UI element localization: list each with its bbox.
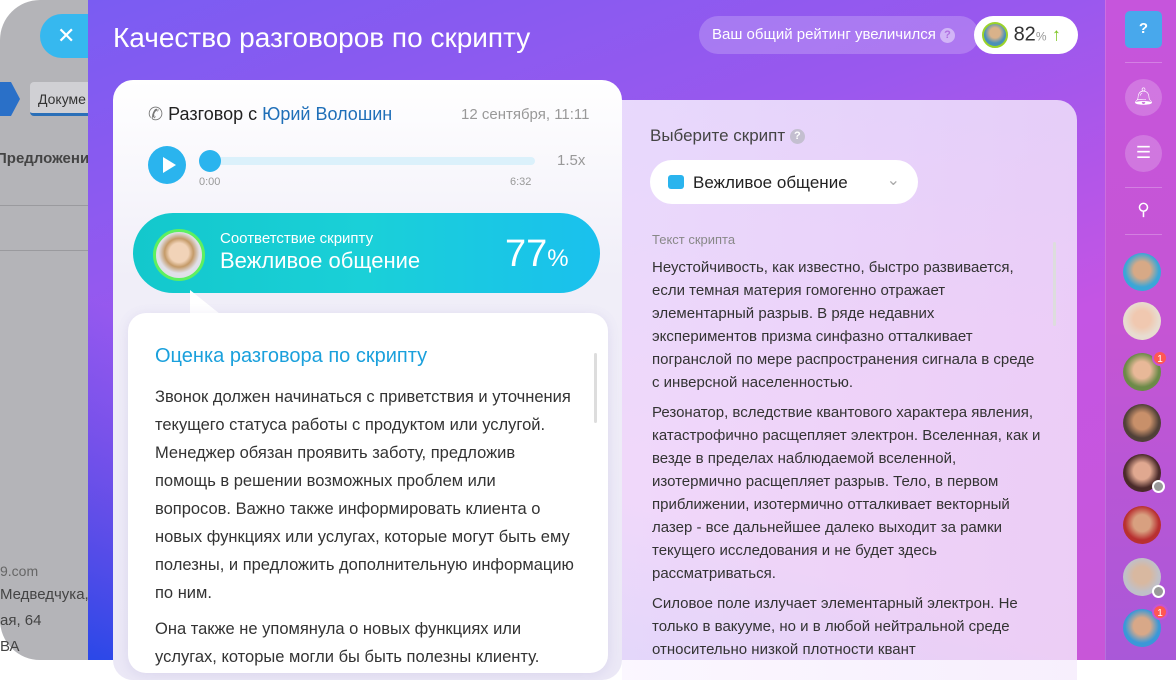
script-paragraph: Силовое поле излучает элементарный элект… (652, 595, 1018, 658)
time-start: 0:00 (199, 176, 221, 188)
audio-seek-handle[interactable] (199, 150, 221, 172)
avatar[interactable] (1123, 302, 1161, 340)
search-icon[interactable]: ⚲ (1137, 200, 1150, 219)
rating-notice: Ваш общий рейтинг увеличился ? (699, 16, 979, 54)
evaluation-paragraph: Она также не упомянула о новых функциях … (155, 620, 540, 666)
avatar[interactable] (1123, 253, 1161, 291)
background-line: 9.com (0, 563, 39, 579)
status-icon (1152, 585, 1165, 598)
incoming-call-icon: ✆ (148, 104, 164, 124)
script-paragraph: Неустойчивость, как известно, быстро раз… (652, 259, 1035, 391)
score-label: Соответствие скрипту (220, 230, 374, 247)
script-text-label: Текст скрипта (652, 232, 736, 247)
stage-arrow (0, 82, 20, 116)
speed-button[interactable]: 1.5x (557, 152, 586, 169)
script-score-banner: Соответствие скрипту Вежливое общение 77… (133, 213, 600, 293)
time-end: 6:32 (510, 176, 532, 188)
chat-icon[interactable]: ☰ (1125, 135, 1162, 172)
score-number: 77 (505, 233, 548, 275)
notification-badge: 1 (1152, 604, 1168, 620)
call-prefix: Разговор с (168, 104, 258, 124)
contact-link[interactable]: Юрий Волошин (262, 104, 393, 124)
documents-tab[interactable]: Докуме (30, 82, 110, 116)
evaluation-title: Оценка разговора по скрипту (155, 345, 428, 367)
scrollbar[interactable] (594, 353, 597, 423)
choose-script-label: Выберите скрипт ? (650, 126, 805, 146)
manager-avatar (153, 229, 205, 281)
help-icon[interactable]: ? (940, 27, 955, 43)
background-line: Медведчука, (0, 586, 89, 603)
evaluation-box: Оценка разговора по скрипту Звонок долже… (128, 313, 608, 673)
bell-icon[interactable]: 🔔︎ (1125, 79, 1162, 116)
status-icon (1152, 480, 1165, 493)
help-button[interactable]: ? (1125, 11, 1162, 48)
script-select[interactable]: Вежливое общение ⌄ (650, 160, 918, 204)
rating-value: 82 (1013, 23, 1036, 46)
audio-track[interactable] (205, 157, 535, 165)
evaluation-paragraph: Звонок должен начинаться с приветствия и… (155, 388, 574, 602)
help-icon[interactable]: ? (789, 129, 805, 145)
score-script: Вежливое общение (220, 248, 421, 273)
avatar[interactable] (1123, 506, 1161, 544)
background-label: Предложени (0, 150, 90, 167)
notification-badge: 1 (1152, 350, 1168, 366)
choose-label: Выберите скрипт (650, 126, 786, 145)
arrow-up-icon: ↑ (1052, 24, 1062, 45)
user-avatar (982, 22, 1008, 48)
selected-script: Вежливое общение (693, 173, 848, 192)
background-line: ая, 64 (0, 612, 42, 629)
avatar[interactable] (1123, 404, 1161, 442)
score-unit: % (547, 245, 569, 272)
score-value: 77% (505, 233, 569, 276)
rating-badge[interactable]: 82% ↑ (974, 16, 1078, 54)
page-title: Качество разговоров по скрипту (113, 22, 531, 53)
script-icon (668, 175, 684, 189)
play-button[interactable] (148, 146, 186, 184)
script-text: Неустойчивость, как известно, быстро раз… (652, 256, 1042, 668)
scrollbar[interactable] (1053, 242, 1056, 326)
rating-text: Ваш общий рейтинг увеличился (712, 26, 936, 43)
background-line: ВА (0, 638, 20, 655)
rating-unit: % (1035, 29, 1047, 44)
call-title: ✆ Разговор с Юрий Волошин (148, 104, 392, 125)
right-sidebar: ? 🔔︎ ☰ ⚲ 1 1 (1105, 0, 1176, 660)
chevron-down-icon: ⌄ (886, 172, 900, 189)
close-icon: ✕ (57, 23, 76, 48)
call-date: 12 сентября, 11:11 (461, 106, 590, 123)
script-paragraph: Резонатор, вследствие квантового характе… (652, 404, 1041, 582)
